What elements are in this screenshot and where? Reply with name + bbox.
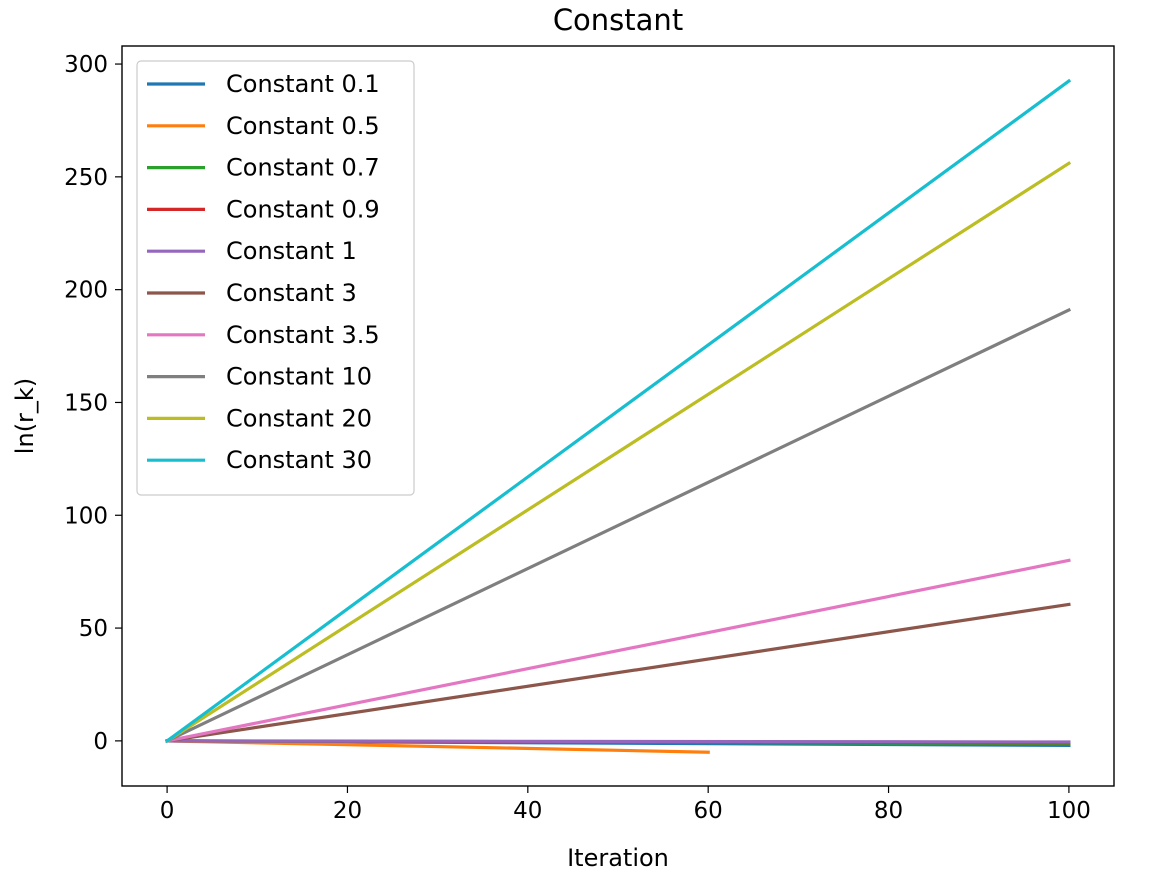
legend-label: Constant 10 — [226, 363, 372, 391]
series-line — [165, 739, 1071, 744]
legend-label: Constant 3 — [226, 279, 357, 307]
series-line — [164, 307, 1072, 744]
y-tick-label: 150 — [64, 390, 108, 416]
x-tick-label: 20 — [333, 798, 362, 824]
x-tick-label: 60 — [694, 798, 723, 824]
legend: Constant 0.1 Constant 0.5 Constant 0.7 Cons… — [136, 60, 415, 496]
x-axis-ticks: 0 20 40 60 80 100 — [160, 786, 1091, 824]
legend-label: Constant 1 — [226, 237, 357, 265]
legend-label: Constant 20 — [226, 404, 372, 432]
y-tick-label: 250 — [64, 165, 108, 191]
legend-label: Constant 0.1 — [226, 70, 380, 98]
y-tick-label: 200 — [64, 278, 108, 304]
legend-box — [136, 60, 415, 496]
legend-label: Constant 3.5 — [226, 321, 380, 349]
legend-label: Constant 0.9 — [226, 195, 380, 223]
legend-label: Constant 0.7 — [226, 154, 380, 182]
x-tick-label: 0 — [160, 798, 175, 824]
chart-title: Constant — [553, 3, 683, 37]
x-tick-label: 40 — [513, 798, 542, 824]
series-line — [165, 739, 710, 754]
series-line — [164, 78, 1072, 744]
y-tick-label: 0 — [93, 729, 108, 755]
y-tick-label: 100 — [64, 503, 108, 529]
y-axis-label: ln(r_k) — [11, 378, 39, 454]
legend-label: Constant 30 — [226, 446, 372, 474]
y-tick-label: 300 — [64, 52, 108, 78]
y-tick-label: 50 — [79, 616, 108, 642]
series-lines — [164, 78, 1072, 754]
x-tick-label: 100 — [1047, 798, 1091, 824]
x-axis-label: Iteration — [567, 844, 669, 872]
legend-label: Constant 0.5 — [226, 112, 380, 140]
plot-area-frame — [121, 45, 1115, 787]
x-tick-label: 80 — [874, 798, 903, 824]
series-line — [165, 558, 1071, 743]
series-line — [165, 602, 1071, 743]
y-axis-ticks: 0 50 100 150 200 250 300 — [64, 52, 122, 755]
series-line — [164, 161, 1072, 744]
